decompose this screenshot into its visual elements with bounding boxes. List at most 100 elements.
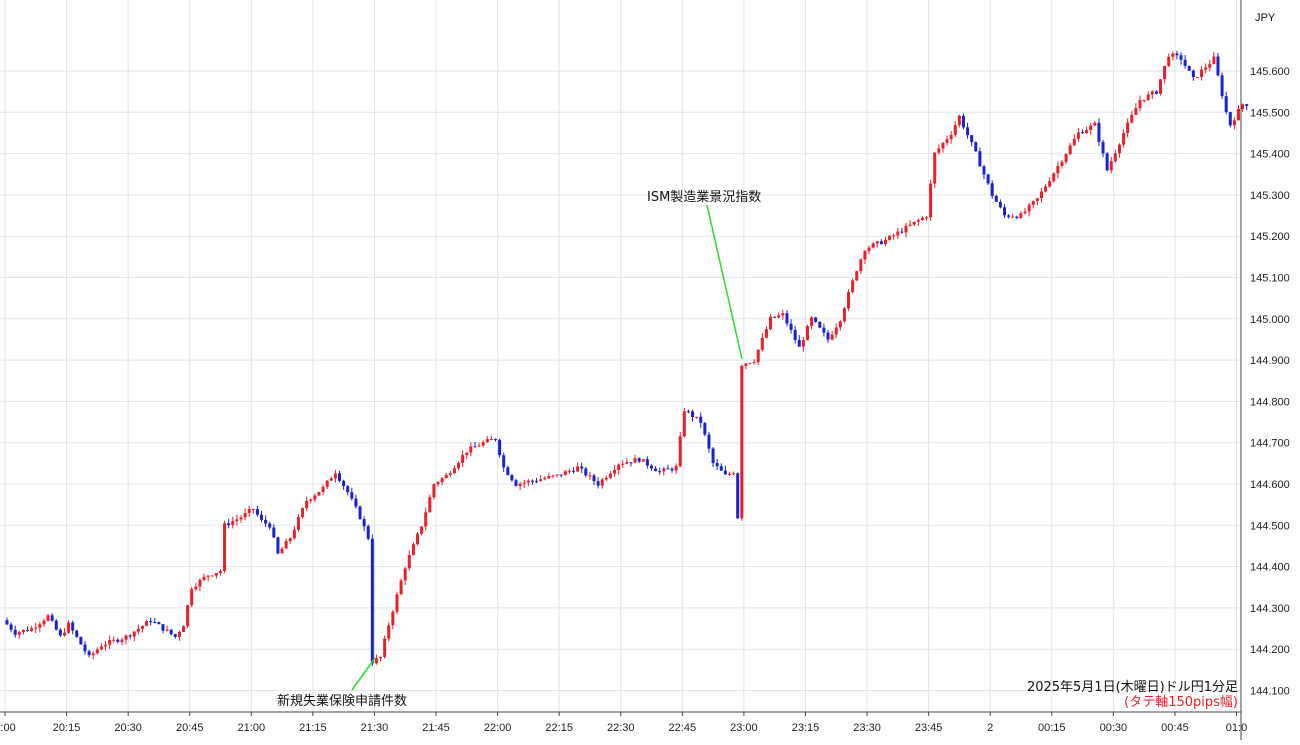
x-tick-label: 22:45: [669, 722, 697, 734]
candle-up: [235, 519, 239, 522]
y-tick-label: 145.200: [1250, 231, 1290, 243]
candle-up: [1072, 138, 1076, 146]
candle-up: [309, 499, 313, 501]
candle-up: [522, 482, 526, 484]
candle-up: [218, 571, 222, 574]
candle-up: [112, 639, 116, 641]
candle-down: [370, 538, 374, 664]
candle-up: [448, 473, 452, 475]
candle-down: [637, 458, 641, 462]
candle-down: [354, 498, 358, 507]
candle-up: [325, 480, 329, 487]
candle-down: [5, 620, 9, 625]
candle-up: [674, 466, 678, 471]
candle-down: [153, 622, 157, 624]
candle-up: [834, 327, 838, 335]
candle-down: [1179, 55, 1183, 60]
candle-up: [296, 517, 300, 530]
candle-up: [223, 523, 227, 572]
candle-up: [477, 445, 481, 447]
candle-up: [481, 442, 485, 446]
candle-down: [116, 639, 120, 642]
candle-down: [645, 459, 649, 466]
candle-down: [1003, 207, 1007, 216]
candle-up: [416, 533, 419, 545]
candle-down: [50, 615, 54, 621]
candle-down: [13, 629, 17, 635]
candle-up: [38, 624, 42, 628]
candle-up: [42, 620, 46, 625]
candle-up: [424, 512, 428, 527]
candle-up: [892, 235, 896, 237]
candle-up: [62, 632, 66, 636]
annotation-leader-claims: [351, 657, 376, 691]
candle-up: [916, 220, 920, 222]
candle-down: [255, 509, 259, 515]
candle-up: [403, 568, 407, 581]
candle-up: [1200, 69, 1204, 78]
candle-down: [1216, 56, 1220, 76]
candle-up: [436, 482, 440, 485]
candle-up: [781, 313, 785, 316]
candle-up: [567, 470, 571, 472]
candle-up: [34, 627, 38, 629]
y-tick-label: 144.900: [1250, 355, 1290, 367]
x-tick-label: 2: [987, 722, 993, 734]
candle-up: [194, 586, 198, 590]
candle-up: [46, 615, 50, 621]
candle-up: [190, 589, 194, 606]
candle-down: [1015, 216, 1019, 218]
candle-up: [933, 152, 937, 184]
candle-up: [953, 125, 957, 135]
candle-up: [395, 594, 399, 612]
candle-down: [276, 537, 280, 554]
candle-down: [338, 473, 342, 481]
x-tick-label: 20:15: [53, 722, 81, 734]
candle-down: [1101, 141, 1105, 154]
candle-up: [99, 646, 103, 650]
candle-down: [1228, 112, 1232, 126]
candle-down: [169, 629, 173, 635]
candle-down: [264, 519, 268, 524]
candle-down: [711, 448, 715, 464]
x-tick-label: 23:15: [792, 722, 820, 734]
candle-up: [1163, 65, 1167, 80]
candle-up: [214, 573, 218, 576]
candle-up: [1241, 104, 1245, 109]
candle-up: [957, 115, 961, 126]
candle-up: [1109, 161, 1113, 171]
candle-down: [71, 622, 75, 631]
candle-up: [387, 625, 391, 639]
candle-down: [699, 416, 703, 423]
candle-up: [440, 478, 444, 483]
candle-up: [313, 495, 317, 500]
candle-down: [719, 466, 723, 471]
candle-down: [161, 624, 165, 631]
candle-up: [391, 611, 395, 626]
candle-up: [588, 475, 592, 477]
candle-up: [198, 579, 202, 587]
candle-up: [945, 139, 949, 143]
candle-up: [305, 500, 309, 509]
grid-lines: [0, 0, 1241, 712]
candle-up: [1011, 216, 1015, 218]
candle-down: [530, 480, 534, 482]
candle-down: [79, 636, 83, 645]
candle-up: [760, 337, 764, 350]
candle-down: [879, 241, 883, 245]
candle-up: [576, 466, 580, 472]
candle-up: [411, 544, 415, 556]
candle-up: [1208, 63, 1212, 68]
candle-up: [830, 334, 834, 340]
y-tick-label: 144.100: [1250, 686, 1290, 698]
y-tick-label: 145.400: [1250, 149, 1290, 161]
candle-up: [461, 455, 465, 463]
candle-up: [756, 349, 760, 363]
candle-down: [814, 317, 818, 322]
candle-up: [17, 632, 21, 635]
candle-up: [1093, 122, 1097, 126]
candle-up: [67, 622, 71, 633]
y-tick-label: 144.200: [1250, 644, 1290, 656]
candle-up: [859, 259, 863, 272]
candle-down: [970, 135, 974, 143]
